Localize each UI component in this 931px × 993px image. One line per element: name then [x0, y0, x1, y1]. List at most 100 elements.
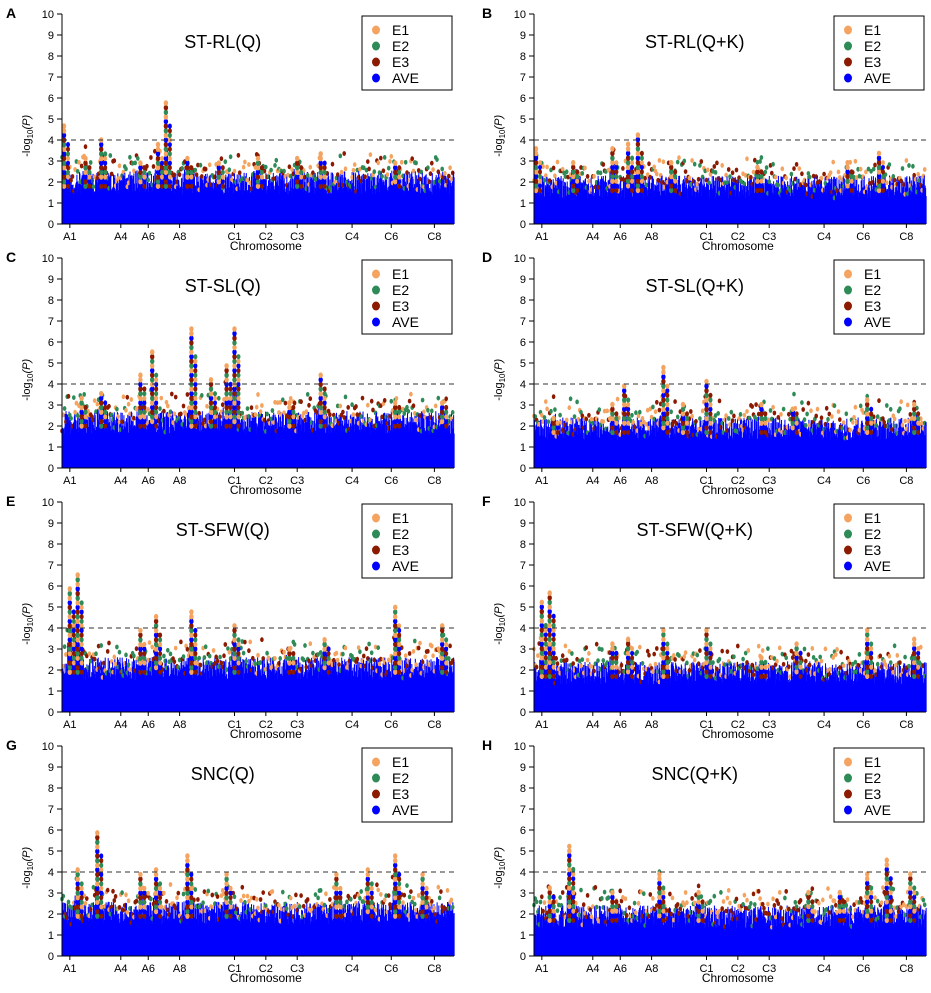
- peak-point: [164, 100, 168, 106]
- chart-title: ST-RL(Q+K): [645, 32, 745, 52]
- peak-point: [103, 405, 107, 410]
- point: [696, 182, 700, 187]
- y-tick-label: 4: [48, 379, 54, 391]
- point: [677, 155, 681, 160]
- peak-point: [142, 165, 146, 170]
- peak-point: [287, 400, 291, 406]
- peak-point: [168, 142, 172, 147]
- point: [380, 174, 384, 179]
- point: [146, 178, 150, 183]
- point: [409, 392, 413, 397]
- point: [284, 401, 288, 406]
- y-label-prefix: -log: [21, 138, 33, 156]
- point: [370, 399, 374, 404]
- point: [353, 162, 357, 167]
- peak-point: [142, 179, 146, 184]
- peak-point: [759, 174, 763, 179]
- peak-point: [614, 174, 618, 179]
- point: [84, 144, 88, 149]
- point: [543, 178, 547, 183]
- peak-point: [630, 165, 634, 170]
- point: [694, 419, 698, 424]
- peak-point: [260, 179, 264, 184]
- peak-point: [444, 405, 448, 410]
- point: [373, 169, 377, 174]
- panel-letter: A: [6, 5, 16, 21]
- point: [124, 408, 128, 413]
- legend-label-e3: E3: [392, 54, 409, 70]
- point: [602, 419, 606, 424]
- point: [113, 158, 117, 163]
- legend-label-ave: AVE: [392, 314, 419, 330]
- point: [800, 171, 804, 176]
- peak-point: [229, 391, 233, 396]
- peak-point: [759, 188, 763, 193]
- peak-point: [150, 349, 154, 355]
- peak-point: [397, 174, 401, 179]
- point: [429, 171, 433, 176]
- peak-point: [66, 151, 70, 156]
- point: [911, 164, 915, 169]
- peak-point: [640, 183, 644, 188]
- peak-point: [66, 184, 70, 189]
- x-tick-label: C4: [345, 475, 359, 487]
- peak-point: [440, 400, 444, 406]
- point: [254, 412, 258, 417]
- peak-point: [193, 419, 197, 424]
- point: [93, 398, 97, 403]
- peak-point: [295, 156, 299, 162]
- legend-label-e2: E2: [392, 38, 409, 54]
- peak-point: [154, 396, 158, 401]
- point: [361, 396, 365, 401]
- peak-point: [193, 354, 197, 359]
- peak-point: [260, 165, 264, 170]
- x-axis-title: Chromosome: [230, 239, 302, 253]
- point: [354, 404, 358, 409]
- point: [256, 392, 260, 397]
- peak-point: [260, 174, 264, 179]
- point: [656, 178, 660, 183]
- peak-point: [299, 170, 303, 175]
- peak-point: [66, 174, 70, 179]
- point: [808, 175, 812, 180]
- y-tick-label: 9: [520, 30, 526, 42]
- point: [837, 170, 841, 175]
- peak-point: [630, 156, 634, 161]
- peak-point: [237, 368, 241, 373]
- peak-point: [66, 156, 70, 161]
- peak-point: [673, 169, 677, 174]
- point: [217, 396, 221, 401]
- x-axis-title: Chromosome: [230, 483, 302, 497]
- point: [673, 399, 677, 404]
- point: [271, 408, 275, 413]
- peak-point: [323, 184, 327, 189]
- x-tick-label: A4: [586, 231, 599, 243]
- point: [760, 155, 764, 160]
- point: [169, 409, 173, 414]
- point: [684, 169, 688, 174]
- x-tick-label: A1: [63, 231, 76, 243]
- point: [346, 405, 350, 410]
- peak-point: [397, 410, 401, 415]
- peak-point: [103, 170, 107, 175]
- y-tick-label: 4: [48, 135, 54, 147]
- legend-marker-e1: [844, 26, 852, 35]
- point: [552, 166, 556, 171]
- peak-point: [189, 326, 193, 332]
- peak-point: [154, 391, 158, 396]
- peak-point: [444, 414, 448, 419]
- peak-point: [142, 423, 146, 428]
- point: [543, 415, 547, 420]
- peak-point: [397, 423, 401, 428]
- point: [132, 416, 136, 421]
- point: [645, 422, 649, 427]
- point: [728, 174, 732, 179]
- point: [440, 167, 444, 172]
- peak-point: [103, 423, 107, 428]
- peak-point: [845, 160, 849, 166]
- point: [764, 170, 768, 175]
- point: [96, 402, 100, 407]
- peak-point: [168, 174, 172, 179]
- point: [735, 168, 739, 173]
